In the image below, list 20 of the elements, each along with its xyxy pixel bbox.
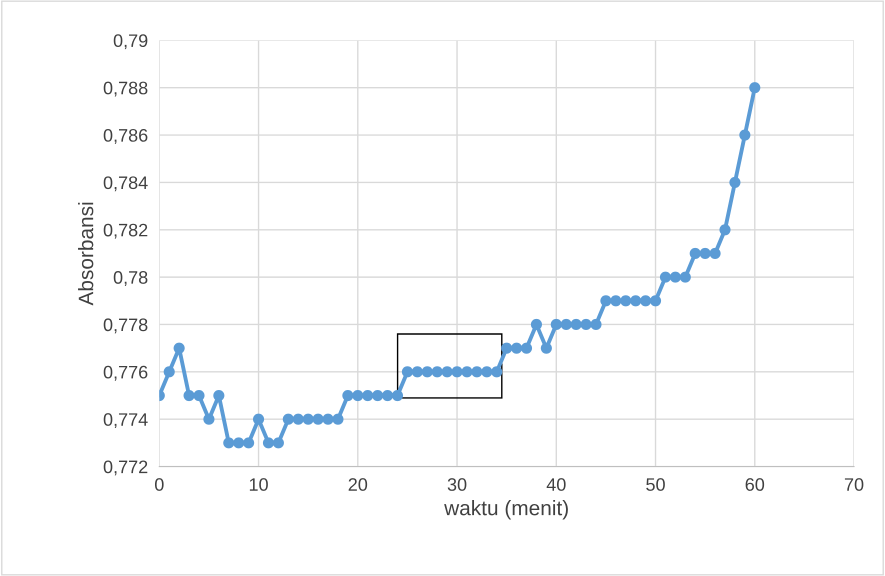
y-tick-label: 0,784 [104, 176, 148, 192]
x-tick-label: 10 [250, 478, 268, 491]
x-tick-label: 30 [448, 478, 466, 491]
x-tick-label: 0 [154, 478, 164, 491]
y-tick-label: 0,776 [104, 366, 148, 381]
y-axis-title: Absorbansi [78, 202, 94, 306]
x-axis-title: waktu (menit) [444, 500, 568, 520]
x-tick-label: 70 [844, 478, 864, 491]
x-tick-label: 40 [546, 478, 566, 491]
y-tick-label: 0,782 [104, 224, 148, 239]
x-tick-label: 20 [348, 478, 368, 491]
y-tick-label: 0,778 [104, 318, 148, 334]
y-tick-label: 0,772 [104, 460, 148, 476]
x-tick-label: 50 [646, 478, 665, 491]
y-tick-label: 0,788 [104, 82, 148, 97]
y-tick-label: 0,774 [104, 413, 148, 428]
x-tick-label: 60 [746, 478, 764, 491]
y-tick-label: 0,78 [114, 271, 148, 286]
y-tick-label: 0,786 [104, 128, 148, 144]
y-tick-label: 0,79 [114, 34, 148, 50]
